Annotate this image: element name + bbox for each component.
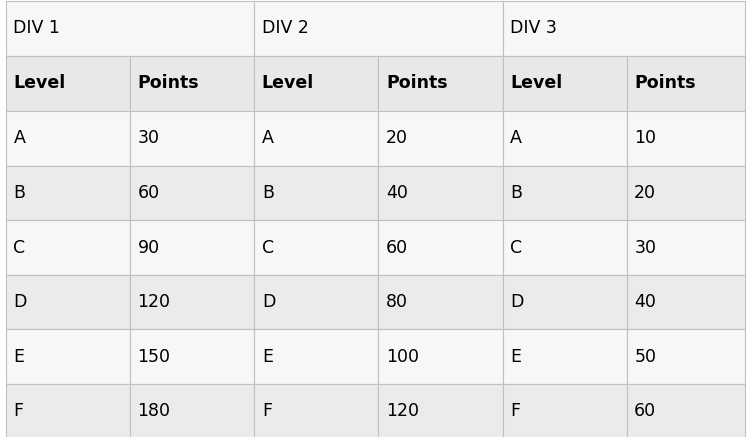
Text: B: B xyxy=(262,184,274,202)
Text: C: C xyxy=(14,239,26,257)
Bar xyxy=(627,111,745,166)
Bar xyxy=(379,384,502,437)
Text: 20: 20 xyxy=(634,184,656,202)
Bar xyxy=(6,1,255,56)
Bar xyxy=(6,56,130,111)
Text: 100: 100 xyxy=(386,348,419,366)
Bar xyxy=(6,329,130,384)
Text: 30: 30 xyxy=(634,239,656,257)
Bar xyxy=(255,275,379,329)
Bar xyxy=(255,329,379,384)
Bar xyxy=(130,384,255,437)
Text: A: A xyxy=(510,129,522,147)
Bar xyxy=(627,56,745,111)
Bar xyxy=(255,111,379,166)
Text: F: F xyxy=(510,402,520,420)
Text: 60: 60 xyxy=(137,184,160,202)
Bar xyxy=(255,56,379,111)
Bar xyxy=(6,220,130,275)
Bar xyxy=(255,384,379,437)
Bar xyxy=(502,329,627,384)
Text: Points: Points xyxy=(386,74,448,93)
Bar xyxy=(6,111,130,166)
Text: Points: Points xyxy=(137,74,199,93)
Bar xyxy=(130,56,255,111)
Text: 180: 180 xyxy=(137,402,170,420)
Bar xyxy=(379,275,502,329)
Text: F: F xyxy=(14,402,23,420)
Text: 90: 90 xyxy=(137,239,160,257)
Text: 120: 120 xyxy=(386,402,419,420)
Text: B: B xyxy=(510,184,522,202)
Bar xyxy=(6,384,130,437)
Text: Level: Level xyxy=(262,74,314,93)
Bar xyxy=(6,166,130,220)
Bar xyxy=(130,220,255,275)
Text: A: A xyxy=(262,129,273,147)
Text: 60: 60 xyxy=(634,402,656,420)
Text: 60: 60 xyxy=(386,239,408,257)
Text: C: C xyxy=(262,239,274,257)
Bar xyxy=(502,275,627,329)
Bar xyxy=(627,329,745,384)
Text: A: A xyxy=(14,129,26,147)
Text: DIV 1: DIV 1 xyxy=(14,19,60,38)
Text: Points: Points xyxy=(634,74,696,93)
Bar xyxy=(379,329,502,384)
Text: 40: 40 xyxy=(634,293,656,311)
Bar xyxy=(502,384,627,437)
Bar xyxy=(379,166,502,220)
Bar xyxy=(255,220,379,275)
Text: D: D xyxy=(14,293,27,311)
Text: F: F xyxy=(262,402,272,420)
Bar xyxy=(379,220,502,275)
Bar xyxy=(502,166,627,220)
Bar xyxy=(130,111,255,166)
Text: Level: Level xyxy=(510,74,562,93)
Text: DIV 3: DIV 3 xyxy=(510,19,557,38)
Text: E: E xyxy=(14,348,25,366)
Text: C: C xyxy=(510,239,522,257)
Text: 120: 120 xyxy=(137,293,170,311)
Text: 150: 150 xyxy=(137,348,170,366)
Text: D: D xyxy=(510,293,523,311)
Text: Level: Level xyxy=(14,74,65,93)
Bar xyxy=(627,220,745,275)
Text: 80: 80 xyxy=(386,293,408,311)
Text: 40: 40 xyxy=(386,184,408,202)
Text: 30: 30 xyxy=(137,129,160,147)
Bar xyxy=(130,329,255,384)
Text: 50: 50 xyxy=(634,348,656,366)
Bar xyxy=(379,111,502,166)
Bar xyxy=(502,56,627,111)
Text: 20: 20 xyxy=(386,129,408,147)
Bar xyxy=(255,1,502,56)
Text: 10: 10 xyxy=(634,129,656,147)
Text: D: D xyxy=(262,293,275,311)
Bar xyxy=(130,275,255,329)
Bar xyxy=(379,56,502,111)
Bar xyxy=(502,220,627,275)
Bar xyxy=(627,384,745,437)
Bar xyxy=(255,166,379,220)
Text: B: B xyxy=(14,184,26,202)
Bar xyxy=(130,166,255,220)
Bar xyxy=(502,1,745,56)
Bar xyxy=(6,275,130,329)
Text: DIV 2: DIV 2 xyxy=(262,19,309,38)
Bar xyxy=(502,111,627,166)
Bar xyxy=(627,275,745,329)
Text: E: E xyxy=(262,348,273,366)
Bar xyxy=(627,166,745,220)
Text: E: E xyxy=(510,348,521,366)
